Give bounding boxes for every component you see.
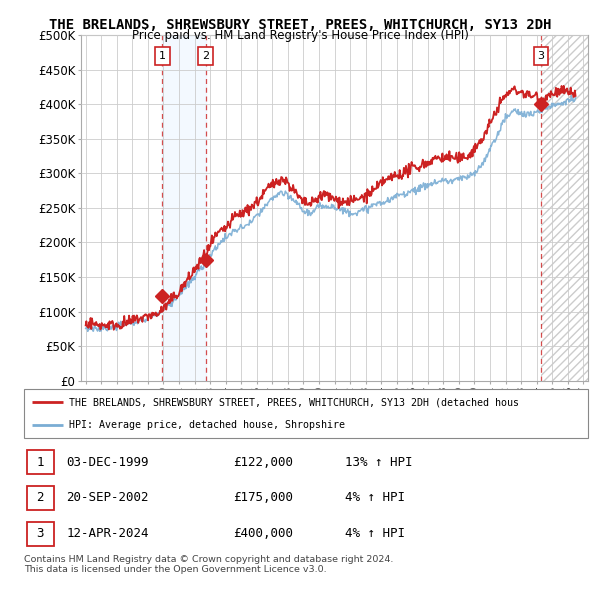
Bar [541,35,588,381]
Text: 2: 2 [37,491,44,504]
FancyBboxPatch shape [24,389,588,438]
FancyBboxPatch shape [27,486,54,510]
Text: HPI: Average price, detached house, Shropshire: HPI: Average price, detached house, Shro… [69,419,345,430]
Text: This data is licensed under the Open Government Licence v3.0.: This data is licensed under the Open Gov… [24,565,326,574]
Text: £175,000: £175,000 [233,491,293,504]
Text: £400,000: £400,000 [233,527,293,540]
Text: 4% ↑ HPI: 4% ↑ HPI [346,527,406,540]
Text: THE BRELANDS, SHREWSBURY STREET, PREES, WHITCHURCH, SY13 2DH: THE BRELANDS, SHREWSBURY STREET, PREES, … [49,18,551,32]
Text: 3: 3 [538,51,545,61]
Text: 3: 3 [37,527,44,540]
Text: 20-SEP-2002: 20-SEP-2002 [66,491,149,504]
Text: 03-DEC-1999: 03-DEC-1999 [66,455,149,468]
Text: 4% ↑ HPI: 4% ↑ HPI [346,491,406,504]
Text: 2: 2 [202,51,209,61]
Text: 1: 1 [158,51,166,61]
Text: 13% ↑ HPI: 13% ↑ HPI [346,455,413,468]
FancyBboxPatch shape [27,450,54,474]
Text: Contains HM Land Registry data © Crown copyright and database right 2024.: Contains HM Land Registry data © Crown c… [24,555,394,563]
Text: 12-APR-2024: 12-APR-2024 [66,527,149,540]
Text: Price paid vs. HM Land Registry's House Price Index (HPI): Price paid vs. HM Land Registry's House … [131,30,469,42]
Bar [541,35,588,381]
FancyBboxPatch shape [27,522,54,546]
Text: £122,000: £122,000 [233,455,293,468]
Text: THE BRELANDS, SHREWSBURY STREET, PREES, WHITCHURCH, SY13 2DH (detached hous: THE BRELANDS, SHREWSBURY STREET, PREES, … [69,398,519,408]
Bar [162,35,206,381]
Text: 1: 1 [37,455,44,468]
